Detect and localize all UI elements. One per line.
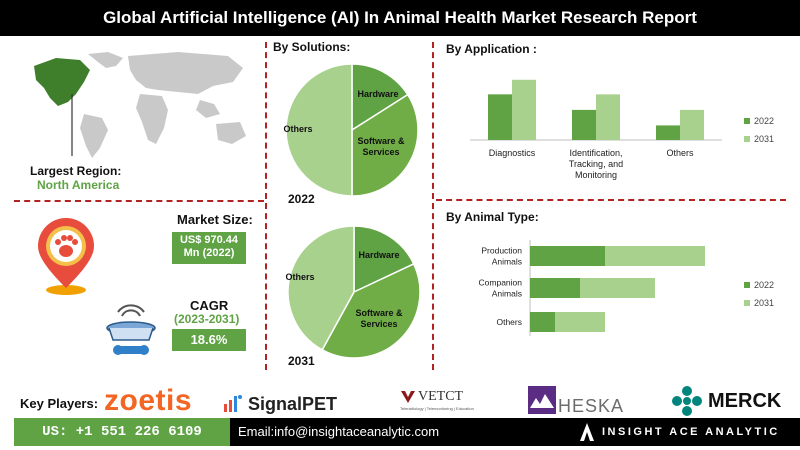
pie-label-software-services: Software & Services <box>357 136 405 157</box>
cagr-period: (2023-2031) <box>174 312 240 326</box>
application-legend-2022: 2022 <box>754 116 774 126</box>
application-bar-others-2022 <box>656 125 680 140</box>
heska-logo: HESKA <box>558 396 625 416</box>
pie-2031-year: 2031 <box>288 354 315 368</box>
application-legend-swatch-2031 <box>744 136 750 142</box>
pie-label-software-services: Software & Services <box>355 308 403 329</box>
world-map-icon <box>34 52 246 158</box>
pie-slice-software-services <box>351 93 419 197</box>
cagr-label: CAGR <box>190 298 229 313</box>
pie-label-others: Others <box>285 272 314 282</box>
animal-legend-swatch-2031 <box>744 300 750 306</box>
animal-bar-companion-animals-2022 <box>530 278 580 298</box>
application-legend-swatch-2022 <box>744 118 750 124</box>
animal-type-bar-chart: Production Animals Companion Animals Others 2… <box>479 240 774 336</box>
animal-bar-others-2031 <box>555 312 605 332</box>
market-size-label: Market Size: <box>177 212 253 227</box>
footer-bar: Email:info@insightaceanalytic.com INSIGH… <box>230 418 800 446</box>
pie-slice-software-services <box>321 262 421 359</box>
north-america-shape <box>34 58 90 106</box>
largest-region-label: Largest Region: <box>30 164 122 178</box>
application-legend-2031: 2031 <box>754 134 774 144</box>
application-bar-identification-tracking-and-monitoring-2031 <box>596 94 620 140</box>
signalpet-logo: SignalPET <box>248 394 338 414</box>
footer-phone: US: +1 551 226 6109 <box>14 418 230 446</box>
cagr-value: 18.6% <box>190 332 228 347</box>
footer-email: Email:info@insightaceanalytic.com <box>238 424 440 439</box>
vetct-logo: VETCT <box>418 389 464 404</box>
key-players-label: Key Players: <box>20 396 99 411</box>
by-solutions-title: By Solutions: <box>273 40 351 54</box>
animal-legend-2022: 2022 <box>754 280 774 290</box>
divider-middle <box>432 42 434 370</box>
pie-label-hardware: Hardware <box>357 89 398 99</box>
pie-slice-hardware <box>351 63 409 132</box>
animal-bar-companion-animals-2031 <box>580 278 655 298</box>
pie-label-hardware: Hardware <box>358 250 399 260</box>
pie-slice-hardware <box>353 225 415 294</box>
animal-category-others: Others <box>496 317 522 327</box>
animal-legend-swatch-2022 <box>744 282 750 288</box>
by-animal-type-title: By Animal Type: <box>446 210 539 224</box>
pie-2022-year: 2022 <box>288 192 315 206</box>
market-size-value-line2: Mn (2022) <box>183 247 235 259</box>
by-application-title: By Application : <box>446 42 537 56</box>
largest-region-value: North America <box>37 178 120 192</box>
vetct-tagline: Teleradiology | Telemonitoring | Educati… <box>400 406 474 411</box>
zoetis-logo: zoetis <box>104 384 193 417</box>
application-bar-others-2031 <box>680 109 704 140</box>
bowl-icon <box>106 304 156 355</box>
animal-category-companion-animals: Companion Animals <box>479 278 523 299</box>
application-bar-diagnostics-2022 <box>488 94 512 140</box>
cagr-box: 18.6% <box>172 329 246 351</box>
pie-chart-2022: Hardware Software & Services Others <box>283 63 419 197</box>
divider-horizontal-left <box>14 200 264 202</box>
heska-logo-icon <box>528 386 556 414</box>
divider-horizontal-right <box>436 199 786 201</box>
report-title: Global Artificial Intelligence (AI) In A… <box>0 0 800 36</box>
pie-label-others: Others <box>283 124 312 134</box>
animal-bar-others-2022 <box>530 312 555 332</box>
animal-legend-2031: 2031 <box>754 298 774 308</box>
application-category-others: Others <box>666 148 694 158</box>
animal-bar-production-animals-2022 <box>530 246 605 266</box>
paw-location-icon <box>38 218 94 295</box>
application-bar-chart: Diagnostics Identification, Tracking, and M… <box>470 79 774 180</box>
market-size-value-line1: US$ 970.44 <box>179 234 239 246</box>
market-size-box: US$ 970.44 Mn (2022) <box>172 232 246 264</box>
application-bar-identification-tracking-and-monitoring-2022 <box>572 109 596 140</box>
animal-bar-production-animals-2031 <box>605 246 705 266</box>
divider-left <box>265 42 267 370</box>
merck-logo-icon <box>672 386 702 416</box>
vetct-logo-icon <box>401 391 415 403</box>
application-category-identification-tracking-and-monitoring: Identification, Tracking, and Monitoring <box>569 148 623 180</box>
pie-slice-others <box>287 225 355 351</box>
animal-category-production-animals: Production Animals <box>481 246 522 267</box>
brand-logo-icon <box>580 423 594 441</box>
pie-slice-others <box>285 63 353 197</box>
signalpet-logo-icon <box>224 395 242 412</box>
footer-brand: INSIGHT ACE ANALYTIC <box>602 426 780 438</box>
merck-logo: MERCK <box>708 390 782 412</box>
application-bar-diagnostics-2031 <box>512 79 536 140</box>
application-category-diagnostics: Diagnostics <box>489 148 536 158</box>
pie-chart-2031: Hardware Software & Services Others <box>285 225 421 359</box>
